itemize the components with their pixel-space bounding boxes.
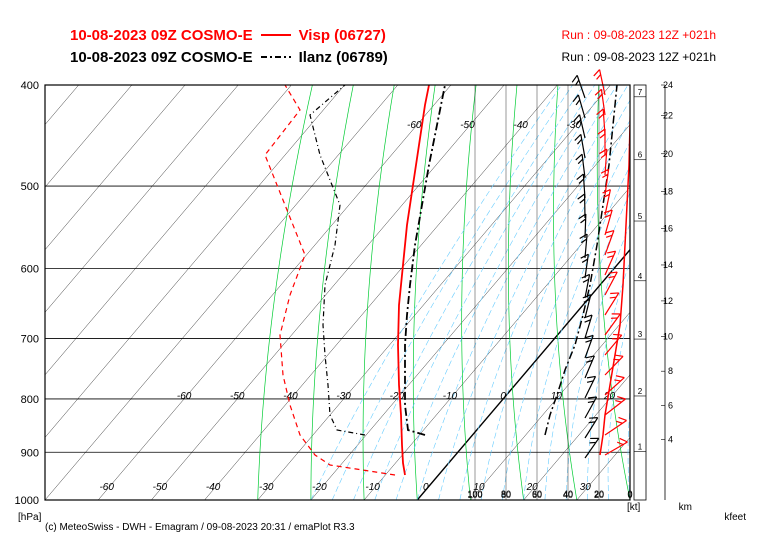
datetime-model-2: 10-08-2023 09Z COSMO-E [70,49,253,66]
svg-text:10: 10 [551,391,563,402]
emagram-container: 10-08-2023 09Z COSMO-E Visp (06727) Run … [0,0,766,541]
svg-text:8: 8 [668,366,673,376]
svg-text:-30: -30 [336,391,351,402]
datetime-model-1: 10-08-2023 09Z COSMO-E [70,27,253,44]
svg-text:12: 12 [663,296,673,306]
svg-text:-40: -40 [283,391,298,402]
svg-text:6: 6 [668,401,673,411]
svg-text:60: 60 [532,489,542,499]
kt-axis-label: [kt] [627,502,640,513]
svg-text:-50: -50 [230,391,245,402]
svg-text:400: 400 [21,80,39,92]
svg-text:3: 3 [638,330,643,339]
svg-text:-20: -20 [390,391,405,402]
svg-text:20: 20 [663,149,673,159]
svg-text:-30: -30 [259,482,274,493]
svg-text:-50: -50 [460,120,475,131]
svg-text:100: 100 [467,489,482,499]
svg-text:4: 4 [668,434,673,444]
svg-text:7: 7 [638,88,643,97]
svg-text:5: 5 [638,212,643,221]
run-label-1: Run : 09-08-2023 12Z +021h [562,28,716,42]
svg-text:16: 16 [663,223,673,233]
svg-text:24: 24 [663,80,673,90]
svg-text:1000: 1000 [15,495,39,507]
svg-text:22: 22 [663,111,673,121]
y-axis-unit: [hPa] [18,512,41,523]
title-line-1: 10-08-2023 09Z COSMO-E Visp (06727) Run … [0,24,766,46]
svg-text:-20: -20 [312,482,327,493]
svg-text:4: 4 [638,272,643,281]
station-1: Visp (06727) [299,27,386,44]
title-line-2: 10-08-2023 09Z COSMO-E Ilanz (06789) Run… [0,46,766,68]
svg-text:-40: -40 [206,482,221,493]
svg-text:1: 1 [638,443,643,452]
svg-text:900: 900 [21,447,39,459]
svg-text:-10: -10 [443,391,458,402]
svg-text:-10: -10 [365,482,380,493]
svg-text:700: 700 [21,333,39,345]
svg-text:2: 2 [638,387,643,396]
svg-text:20: 20 [594,489,604,499]
svg-text:-60: -60 [99,482,114,493]
svg-text:6: 6 [638,151,643,160]
header: 10-08-2023 09Z COSMO-E Visp (06727) Run … [0,24,766,68]
svg-text:80: 80 [501,489,511,499]
kfeet-axis-label: kfeet [724,512,746,523]
svg-text:14: 14 [663,260,673,270]
svg-text:18: 18 [663,186,673,196]
line-sample-solid [261,34,291,36]
svg-text:40: 40 [563,489,573,499]
svg-text:800: 800 [21,394,39,406]
svg-text:0: 0 [423,482,429,493]
footer-credit: (c) MeteoSwiss - DWH - Emagram / 09-08-2… [45,522,355,533]
station-2: Ilanz (06789) [299,49,388,66]
svg-text:30: 30 [580,482,592,493]
svg-text:500: 500 [21,181,39,193]
svg-text:-40: -40 [513,120,528,131]
km-axis-label: km [679,502,692,513]
svg-text:0: 0 [500,391,506,402]
svg-text:-50: -50 [153,482,168,493]
svg-text:10: 10 [663,331,673,341]
svg-text:-60: -60 [407,120,422,131]
emagram-svg: -60-60-60-50-50-50-40-40-40-30-30-30-20-… [45,85,675,500]
line-sample-dashdot [261,56,291,58]
svg-text:-60: -60 [177,391,192,402]
run-label-2: Run : 09-08-2023 12Z +021h [562,50,716,64]
svg-text:600: 600 [21,264,39,276]
plot-area: -60-60-60-50-50-50-40-40-40-30-30-30-20-… [45,85,675,500]
